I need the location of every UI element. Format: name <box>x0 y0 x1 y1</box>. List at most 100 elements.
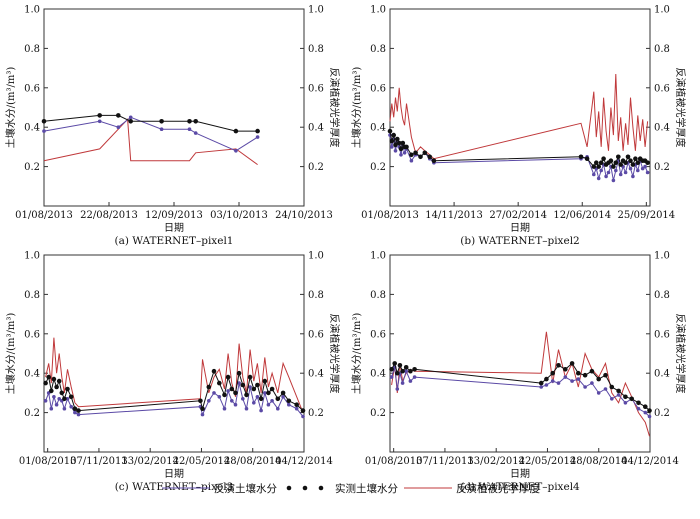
x-tick-label: 07/11/2013 <box>70 456 128 467</box>
y-tick-label: 1.0 <box>24 5 40 16</box>
y-tick-label: 0.4 <box>24 369 40 380</box>
point-measured <box>46 374 51 380</box>
point-measured <box>550 370 555 376</box>
point-measured <box>398 146 404 152</box>
point-measured <box>616 154 621 160</box>
x-tick-label: 27/02/2014 <box>489 210 547 221</box>
point-measured <box>633 156 638 161</box>
point-measured <box>598 160 604 165</box>
y2-tick-label: 0.6 <box>654 83 670 94</box>
y2-tick-label: 0.8 <box>308 44 324 55</box>
y-tick-label: 0.8 <box>370 44 386 55</box>
point-measured <box>41 119 47 124</box>
y2-axis-title: 反演植被光学厚度 <box>674 314 687 394</box>
point-measured <box>389 138 395 144</box>
point-measured <box>395 370 400 376</box>
point-retrieved <box>116 125 121 129</box>
point-measured <box>629 396 634 402</box>
x-tick-label: 07/11/2013 <box>416 456 474 467</box>
plot-frame <box>389 254 651 453</box>
y-tick-label: 0.6 <box>370 329 386 340</box>
point-measured <box>233 390 238 396</box>
point-measured <box>393 142 398 148</box>
point-measured <box>623 394 628 400</box>
point-retrieved <box>263 391 267 395</box>
x-tick-label: 01/08/2013 <box>365 456 423 467</box>
point-retrieved <box>207 399 211 403</box>
legend-label: 反演植被光学厚度 <box>456 482 540 495</box>
point-measured <box>395 136 400 142</box>
panel-caption: (c) WATERNET–pixel3 <box>115 481 234 493</box>
point-measured <box>258 396 264 402</box>
y2-tick-label: 0.6 <box>308 329 324 340</box>
point-retrieved <box>645 170 650 175</box>
point-measured <box>62 396 67 402</box>
x-tick-label: 14/11/2013 <box>425 210 483 221</box>
point-measured <box>387 128 393 134</box>
point-measured <box>49 388 54 394</box>
point-retrieved <box>212 391 216 395</box>
point-retrieved <box>65 397 70 401</box>
point-measured <box>625 154 631 160</box>
panel-caption: (a) WATERNET–pixel1 <box>114 235 233 247</box>
point-measured <box>159 119 164 124</box>
legend-point-measured <box>318 485 324 491</box>
point-measured <box>431 158 437 163</box>
point-retrieved <box>287 402 291 407</box>
point-retrieved <box>628 166 633 171</box>
point-retrieved <box>69 404 73 409</box>
point-measured <box>236 370 242 376</box>
point-measured <box>578 154 584 160</box>
point-measured <box>611 164 616 169</box>
y2-tick-label: 1.0 <box>654 5 670 16</box>
y-axis-title: 土壤水分/(m³/m³) <box>350 67 363 149</box>
series-line-vod <box>389 73 649 160</box>
y2-tick-label: 0.8 <box>654 44 670 55</box>
point-measured <box>591 164 597 169</box>
point-retrieved <box>647 414 652 419</box>
y2-tick-label: 1.0 <box>308 251 324 262</box>
point-retrieved <box>643 164 647 169</box>
point-measured <box>233 128 239 134</box>
y2-tick-label: 0.4 <box>308 369 324 380</box>
point-measured <box>72 406 78 412</box>
x-tick-label: 28/08/2014 <box>570 456 628 467</box>
point-measured <box>65 386 70 392</box>
point-retrieved <box>603 387 608 391</box>
y-tick-label: 0.4 <box>24 123 40 134</box>
panel-3: 0.2 0.2 0.4 0.4 0.6 0.6 0.8 0.8 1.0 1.0 01/08/2013… <box>4 251 341 494</box>
point-measured <box>400 140 406 146</box>
point-retrieved <box>592 172 596 177</box>
point-measured <box>422 150 428 156</box>
x-tick-label: 01/08/2013 <box>361 210 419 221</box>
y-tick-label: 1.0 <box>370 251 386 262</box>
point-retrieved <box>576 377 581 381</box>
point-retrieved <box>200 412 205 417</box>
point-measured <box>397 363 403 368</box>
point-measured <box>280 390 286 396</box>
x-tick-label: 01/08/2013 <box>15 210 73 221</box>
point-retrieved <box>54 402 59 407</box>
panel-2: 0.2 0.2 0.4 0.4 0.6 0.6 0.8 0.8 1.0 1.0 01/08/2013… <box>350 5 687 248</box>
y2-tick-label: 0.2 <box>654 162 670 173</box>
point-measured <box>569 361 575 366</box>
point-retrieved <box>244 406 249 411</box>
point-retrieved <box>590 381 594 385</box>
point-retrieved <box>614 168 618 173</box>
point-retrieved <box>596 391 601 395</box>
y-tick-label: 1.0 <box>370 5 386 16</box>
point-retrieved <box>640 166 645 171</box>
x-tick-label: 24/10/2013 <box>275 210 333 221</box>
x-tick-label: 22/05/2014 <box>173 456 231 467</box>
x-axis-title: 日期 <box>164 222 184 234</box>
point-retrieved <box>404 369 409 374</box>
point-measured <box>400 368 405 374</box>
x-tick-label: 12/06/2014 <box>553 210 611 221</box>
point-measured <box>275 396 281 402</box>
point-retrieved <box>618 172 623 177</box>
point-measured <box>76 408 81 413</box>
point-retrieved <box>259 408 263 413</box>
point-retrieved <box>402 151 407 155</box>
point-measured <box>608 158 614 163</box>
x-tick-label: 04/12/2014 <box>275 456 333 467</box>
